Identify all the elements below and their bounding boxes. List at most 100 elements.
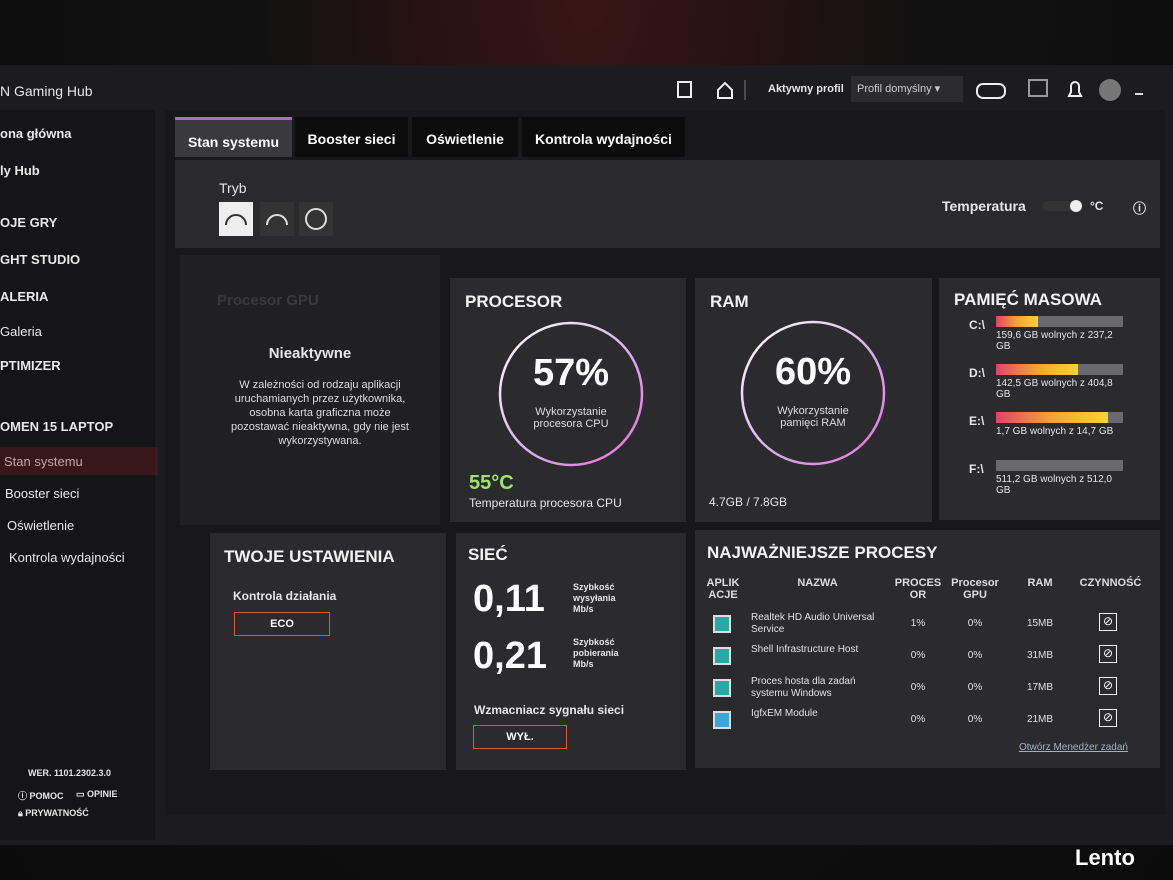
settings-card	[210, 533, 446, 770]
tab[interactable]: Kontrola wydajności	[522, 117, 685, 157]
mode-eco[interactable]	[219, 202, 253, 236]
column-header: Procesor GPU	[951, 577, 999, 601]
download-speed: 0,21	[473, 635, 547, 677]
process-value: 1%	[910, 618, 926, 629]
app-title: N Gaming Hub	[0, 83, 93, 99]
sidebar-item[interactable]: OJE GRY	[0, 215, 58, 230]
app-icon	[713, 615, 731, 633]
drive-bar	[996, 364, 1079, 375]
drive-bar	[996, 316, 1038, 327]
sidebar-item[interactable]: GHT STUDIO	[0, 252, 81, 267]
ram-amount: 4.7GB / 7.8GB	[709, 495, 788, 509]
download-label: Szybkość pobierania Mb/s	[573, 637, 619, 669]
process-value: 17MB	[1026, 682, 1054, 693]
upload-speed: 0,11	[473, 578, 545, 620]
processes-card	[695, 530, 1160, 768]
privacy-text: PRYWATNOŚĆ	[25, 808, 89, 818]
tab[interactable]: Booster sieci	[295, 117, 408, 157]
ram-usage: 60%	[774, 351, 852, 393]
version: WER. 1101.2302.3.0	[28, 768, 112, 778]
drive-letter: E:\	[969, 414, 985, 428]
sidebar-item[interactable]: ly Hub	[0, 163, 40, 178]
info-button[interactable]: ⓘ	[1133, 201, 1147, 216]
sidebar-item[interactable]: PTIMIZER	[0, 358, 61, 373]
app-icon	[713, 647, 731, 665]
sidebar-item[interactable]: Stan systemu	[4, 454, 83, 469]
upload-label: Szybkość wysyłania Mb/s	[573, 582, 616, 614]
temperature-toggle[interactable]	[1040, 198, 1086, 214]
column-header: RAM	[1027, 577, 1053, 589]
sidebar-item[interactable]: OMEN 15 LAPTOP	[0, 419, 114, 434]
storage-title: PAMIĘĆ MASOWA	[954, 290, 1102, 309]
feedback-link[interactable]: ▭ OPINIE	[76, 789, 118, 799]
cpu-usage-caption: Wykorzystanie procesora CPU	[533, 406, 609, 430]
processes-title: NAJWAŻNIEJSZE PROCESY	[707, 543, 938, 562]
cpu-ring	[498, 321, 644, 467]
drive-bar	[996, 412, 1109, 423]
process-value: 31MB	[1026, 650, 1054, 661]
drive-bar-track	[996, 364, 1123, 375]
icon-avatar[interactable]	[1099, 79, 1121, 101]
process-name: Realtek HD Audio Universal Service	[751, 612, 875, 635]
cpu-temperature-caption: Temperatura procesora CPU	[469, 496, 622, 510]
icon-home[interactable]	[717, 81, 733, 99]
icon-screen[interactable]	[1028, 79, 1048, 97]
end-task-button[interactable]: ⊘	[1099, 709, 1117, 727]
ram-ring	[740, 320, 886, 466]
privacy-link[interactable]: 🔒︎ PRYWATNOŚĆ	[18, 808, 89, 818]
process-value: 0%	[910, 714, 926, 725]
network-title: SIEĆ	[468, 545, 508, 564]
sidebar-selected	[0, 447, 158, 475]
sidebar-item[interactable]: Oświetlenie	[7, 518, 75, 533]
icon-bell[interactable]	[1067, 81, 1083, 97]
active-profile-label: Aktywny profil	[768, 83, 844, 95]
icon-library[interactable]	[677, 81, 692, 98]
process-name: IgfxEM Module	[751, 708, 818, 719]
header-right-icons	[976, 79, 1143, 101]
mode-info[interactable]	[299, 202, 333, 236]
app-icon	[713, 711, 731, 729]
process-value: 0%	[967, 618, 983, 629]
tab[interactable]: Stan systemu	[175, 117, 292, 157]
process-name: Shell Infrastructure Host	[751, 644, 859, 655]
process-value: 0%	[910, 650, 926, 661]
sidebar-item[interactable]: Kontrola wydajności	[9, 550, 125, 565]
process-name: Proces hosta dla zadań systemu Windows	[751, 676, 856, 699]
mode-performance[interactable]	[260, 202, 294, 236]
sidebar-item[interactable]: Booster sieci	[5, 486, 80, 501]
help-link[interactable]: ⓘ POMOC	[18, 791, 64, 801]
drive-label: 1,7 GB wolnych z 14,7 GB	[996, 426, 1114, 437]
process-value: 0%	[967, 714, 983, 725]
end-task-button[interactable]: ⊘	[1099, 645, 1117, 663]
sidebar-item[interactable]: Galeria	[0, 324, 42, 339]
ram-title: RAM	[710, 292, 749, 311]
profile-select[interactable]: Profil domyślny ▾	[851, 76, 963, 102]
mode-bar	[175, 160, 1160, 248]
gpu-title: Procesor GPU	[217, 292, 319, 309]
drive-label: 142,5 GB wolnych z 404,8 GB	[996, 378, 1113, 400]
booster-button[interactable]: WYŁ.	[473, 725, 567, 749]
ram-usage-caption: Wykorzystanie pamięci RAM	[777, 405, 849, 429]
sidebar-item[interactable]: ALERIA	[0, 289, 49, 304]
drive-bar-track	[996, 460, 1123, 471]
booster-label: Wzmacniacz sygnału sieci	[474, 703, 625, 717]
gpu-description: W zależności od rodzaju aplikacji urucha…	[231, 379, 409, 447]
end-task-button[interactable]: ⊘	[1099, 613, 1117, 631]
drive-bar-track	[996, 316, 1123, 327]
cpu-temperature: 55°C	[469, 472, 514, 494]
task-manager-link[interactable]: Otwórz Menedżer zadań	[1019, 742, 1128, 753]
sidebar-item[interactable]: ona główna	[0, 126, 72, 141]
watermark: Lento	[1075, 845, 1135, 870]
cpu-title: PROCESOR	[465, 292, 563, 311]
control-button[interactable]: ECO	[234, 612, 330, 636]
ram-card	[695, 278, 932, 522]
process-value: 21MB	[1026, 714, 1054, 725]
cpu-card	[450, 278, 686, 522]
feedback-text: OPINIE	[87, 789, 118, 799]
icon-controller[interactable]	[976, 83, 1006, 99]
tab[interactable]: Oświetlenie	[412, 117, 518, 157]
end-task-button[interactable]: ⊘	[1099, 677, 1117, 695]
process-value: 0%	[967, 650, 983, 661]
drive-label: 511,2 GB wolnych z 512,0 GB	[996, 474, 1112, 496]
